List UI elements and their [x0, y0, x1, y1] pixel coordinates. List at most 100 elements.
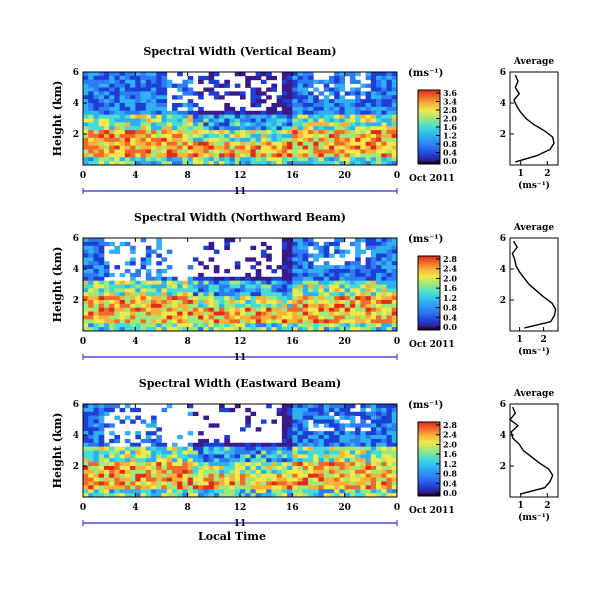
heatmap-cell	[245, 315, 251, 320]
heatmap-cell	[145, 466, 152, 471]
heatmap-cell	[140, 79, 147, 85]
heatmap-cell	[391, 75, 398, 81]
heatmap-cell	[334, 79, 340, 85]
heatmap-cell	[365, 245, 372, 251]
heatmap-cell	[386, 269, 393, 274]
heatmap-cell	[376, 300, 382, 305]
heatmap-cell	[302, 137, 309, 143]
heatmap-cell	[302, 95, 309, 100]
heatmap-cell	[271, 153, 278, 158]
average-y-tick-label: 2	[500, 296, 506, 306]
heatmap-cell	[151, 149, 157, 154]
heatmap-cell	[266, 458, 272, 463]
heatmap-cell	[130, 300, 136, 305]
heatmap-cell	[365, 300, 372, 305]
heatmap-cell	[276, 407, 283, 413]
heatmap-cell	[198, 462, 204, 467]
heatmap-cell	[213, 438, 220, 444]
heatmap-cell	[114, 280, 121, 285]
heatmap-cell	[271, 300, 278, 305]
heatmap-cell	[140, 300, 147, 305]
heatmap-cell	[266, 284, 272, 289]
average-x-tick-label: 2	[544, 501, 550, 511]
heatmap-cell	[313, 106, 319, 112]
heatmap-cell	[114, 303, 121, 309]
heatmap-cell	[114, 157, 121, 162]
heatmap-cell	[313, 493, 319, 498]
heatmap-cell	[130, 91, 136, 96]
heatmap-cell	[323, 99, 330, 104]
heatmap-cell	[308, 103, 314, 108]
heatmap-cell	[360, 114, 366, 119]
heatmap-cell	[135, 95, 141, 100]
heatmap-cell	[219, 407, 225, 413]
heatmap-cell	[334, 137, 340, 143]
heatmap-cell	[135, 489, 141, 494]
heatmap-cell	[177, 446, 183, 451]
heatmap-cell	[140, 75, 147, 81]
heatmap-cell	[224, 269, 230, 274]
heatmap-cell	[224, 157, 230, 162]
heatmap-cell	[323, 493, 330, 498]
heatmap-cell	[234, 284, 241, 289]
heatmap-cell	[88, 435, 94, 440]
heatmap-cell	[208, 91, 215, 96]
heatmap-cell	[292, 319, 298, 324]
heatmap-cell	[203, 245, 209, 251]
heatmap-cell	[370, 87, 377, 92]
heatmap-cell	[271, 269, 278, 274]
heatmap-cell	[381, 87, 387, 92]
heatmap-cell	[276, 122, 283, 127]
heatmap-cell	[323, 319, 330, 324]
heatmap-cell	[88, 415, 94, 420]
heatmap-cell	[171, 473, 178, 479]
heatmap-cell	[103, 157, 110, 162]
heatmap-cell	[376, 149, 382, 154]
colorbar-tick-label: 0.4	[443, 312, 457, 322]
heatmap-cell	[281, 311, 288, 316]
heatmap-cell	[234, 319, 241, 324]
heatmap-cell	[151, 469, 157, 475]
heatmap-cell	[339, 99, 346, 104]
heatmap-cell	[370, 485, 377, 490]
heatmap-cell	[234, 126, 241, 131]
heatmap-cell	[365, 134, 372, 139]
heatmap-cell	[339, 288, 346, 293]
heatmap-cell	[224, 245, 230, 251]
heatmap-cell	[292, 238, 298, 243]
heatmap-cell	[292, 145, 298, 150]
heatmap-cell	[250, 442, 257, 448]
heatmap-cell	[344, 272, 351, 278]
heatmap-cell	[130, 161, 136, 166]
heatmap-cell	[297, 327, 304, 332]
heatmap-cell	[240, 157, 246, 162]
heatmap-cell	[355, 122, 361, 127]
heatmap-cell	[171, 292, 178, 297]
heatmap-cell	[171, 134, 178, 139]
heatmap-cell	[355, 72, 361, 77]
heatmap-cell	[292, 126, 298, 131]
heatmap-cell	[391, 493, 398, 498]
heatmap-cell	[313, 489, 319, 494]
heatmap-cell	[192, 130, 199, 135]
heatmap-cell	[250, 307, 257, 313]
heatmap-cell	[281, 269, 288, 274]
heatmap-cell	[281, 462, 288, 467]
heatmap-cell	[166, 79, 173, 85]
heatmap-cell	[376, 323, 382, 328]
heatmap-cell	[376, 411, 382, 417]
heatmap-cell	[245, 153, 251, 158]
heatmap-cell	[208, 489, 215, 494]
heatmap-cell	[229, 454, 236, 459]
heatmap-cell	[266, 153, 272, 158]
heatmap-cell	[229, 311, 236, 316]
heatmap-cell	[287, 454, 293, 459]
heatmap-cell	[376, 272, 382, 278]
heatmap-cell	[124, 466, 131, 471]
heatmap-cell	[166, 137, 173, 143]
heatmap-cell	[119, 75, 126, 81]
heatmap-cell	[177, 300, 183, 305]
heatmap-cell	[360, 269, 366, 274]
heatmap-cell	[349, 91, 356, 96]
heatmap-cell	[250, 466, 257, 471]
